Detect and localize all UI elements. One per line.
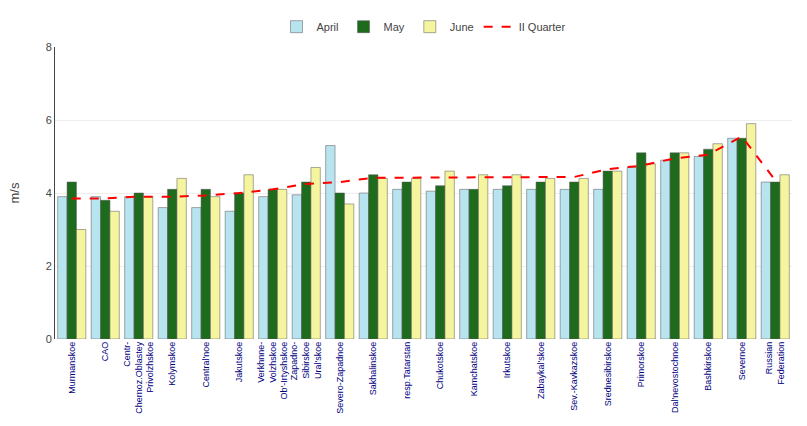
svg-text:Irkutskoe: Irkutskoe <box>502 342 512 379</box>
svg-text:2: 2 <box>46 260 52 272</box>
svg-text:Primorskoe: Primorskoe <box>636 342 646 388</box>
svg-text:Severnoe: Severnoe <box>737 342 747 381</box>
svg-text:Jakutskoe: Jakutskoe <box>234 342 244 383</box>
svg-text:Dal'nevostochnoe: Dal'nevostochnoe <box>670 342 680 413</box>
svg-text:June: June <box>450 21 474 33</box>
svg-text:Sev.-Kavkazskoe: Sev.-Kavkazskoe <box>569 342 579 411</box>
svg-text:RussianFederation: RussianFederation <box>764 342 786 385</box>
svg-text:Kolymskoe: Kolymskoe <box>167 342 177 386</box>
svg-text:8: 8 <box>46 41 52 53</box>
svg-text:Srednesibirskoe: Srednesibirskoe <box>603 342 613 407</box>
svg-text:May: May <box>384 21 405 33</box>
svg-text:4: 4 <box>46 187 52 199</box>
svg-text:Zapadno-SibirskoeUral'skoe: Zapadno-SibirskoeUral'skoe <box>289 342 322 381</box>
svg-text:m/s: m/s <box>7 182 22 203</box>
svg-text:Kamchatskoe: Kamchatskoe <box>469 342 479 397</box>
svg-text:Bashkirskoe: Bashkirskoe <box>703 342 713 391</box>
svg-text:II Quarter: II Quarter <box>519 21 566 33</box>
svg-text:Zabaykal'skoe: Zabaykal'skoe <box>536 342 546 399</box>
svg-text:Verkhnne-VolzhskoeOb'-Irtyshsk: Verkhnne-VolzhskoeOb'-Irtyshskoe <box>256 342 289 400</box>
svg-text:Murmanskoe: Murmanskoe <box>67 342 77 394</box>
svg-text:Severo-Zapadnoe: Severo-Zapadnoe <box>335 342 345 414</box>
svg-text:0: 0 <box>46 333 52 345</box>
svg-text:Centr-Chernoz.OblasteyPrivolzh: Centr-Chernoz.OblasteyPrivolzhskoe <box>122 341 155 414</box>
svg-text:resp.Tatarstan: resp.Tatarstan <box>402 342 412 399</box>
svg-text:Central'noe: Central'noe <box>201 342 211 388</box>
svg-text:CAO: CAO <box>100 342 110 362</box>
svg-text:Chukotskoe: Chukotskoe <box>435 342 445 390</box>
svg-text:6: 6 <box>46 114 52 126</box>
svg-text:April: April <box>317 21 339 33</box>
svg-text:Sakhalinskoe: Sakhalinskoe <box>368 342 378 396</box>
